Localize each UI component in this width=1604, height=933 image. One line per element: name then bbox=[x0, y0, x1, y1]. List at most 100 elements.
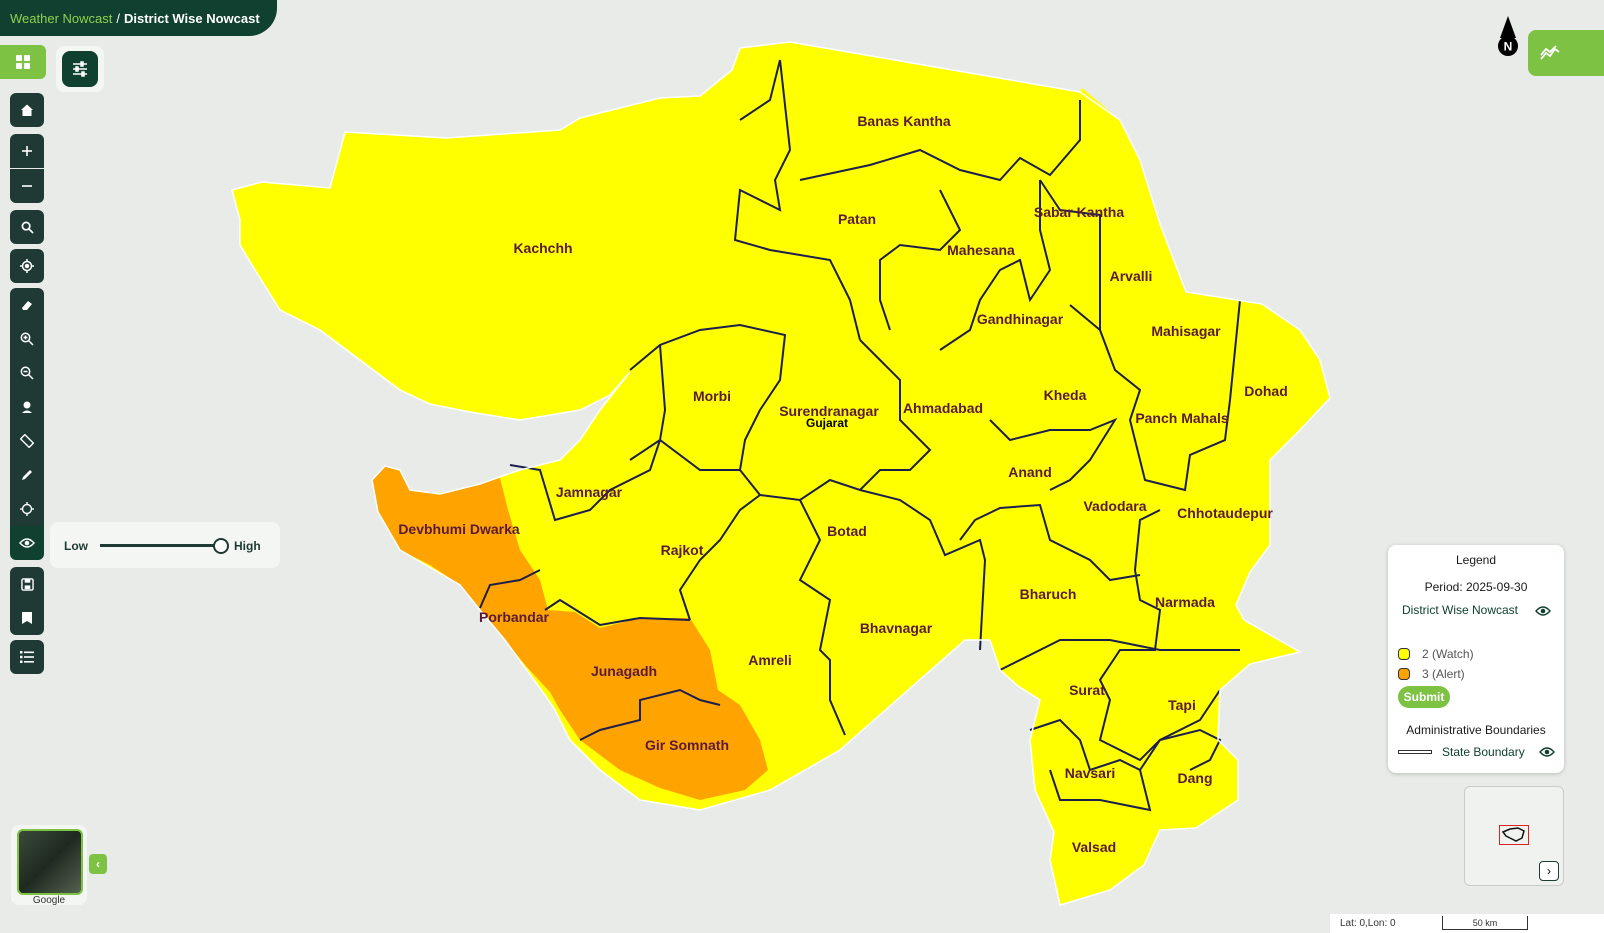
visibility-button[interactable] bbox=[10, 526, 44, 560]
legend-period: Period: 2025-09-30 bbox=[1424, 580, 1528, 594]
ruler-icon bbox=[20, 434, 34, 448]
overview-map[interactable]: › bbox=[1464, 786, 1564, 886]
basemap-switcher[interactable]: Google bbox=[11, 825, 87, 906]
eye-icon bbox=[19, 538, 35, 548]
scale-bar: 50 km bbox=[1442, 916, 1528, 930]
district-label-anand: Anand bbox=[1008, 464, 1052, 480]
district-label-dang: Dang bbox=[1178, 770, 1213, 786]
locate-icon bbox=[20, 259, 34, 273]
district-boundaries bbox=[479, 59, 1241, 812]
zoom-out-area-button[interactable] bbox=[10, 356, 44, 390]
plus-icon bbox=[22, 146, 32, 156]
submit-button[interactable]: Submit bbox=[1398, 686, 1450, 708]
district-label-valsad: Valsad bbox=[1072, 839, 1116, 855]
eraser-button[interactable] bbox=[10, 288, 44, 322]
breadcrumb-current: District Wise Nowcast bbox=[123, 10, 260, 26]
opacity-slider-track[interactable] bbox=[100, 544, 224, 547]
district-label-morbi: Morbi bbox=[693, 388, 731, 404]
district-label-dohad: Dohad bbox=[1244, 383, 1288, 399]
crosshair-button[interactable] bbox=[10, 492, 44, 526]
district-label-surendranagar: Surendranagar bbox=[779, 403, 879, 419]
district-label-mahisagar: Mahisagar bbox=[1151, 323, 1221, 339]
measure-button[interactable] bbox=[10, 424, 44, 458]
district-label-rajkot: Rajkot bbox=[661, 542, 704, 558]
zoom-in-button[interactable] bbox=[10, 134, 44, 168]
legend-title: Legend bbox=[1455, 553, 1497, 567]
bookmark-button[interactable] bbox=[10, 601, 44, 635]
district-labels: Kachchh Banas Kantha Patan Mahesana Sabar Ka… bbox=[398, 113, 1287, 855]
layer-visibility-icon[interactable] bbox=[1535, 605, 1551, 617]
sliders-icon bbox=[73, 61, 87, 77]
opacity-slider-handle[interactable] bbox=[213, 538, 229, 554]
locate-button[interactable] bbox=[10, 249, 44, 283]
legend-category-watch: 2 (Watch) bbox=[1422, 647, 1474, 661]
home-icon bbox=[21, 104, 33, 116]
district-label-gandhinagar: Gandhinagar bbox=[977, 311, 1064, 327]
boundary-visibility-icon[interactable] bbox=[1539, 746, 1555, 758]
state-outline bbox=[231, 41, 1331, 906]
overview-state-shape bbox=[1501, 827, 1525, 842]
filter-button[interactable] bbox=[62, 51, 98, 87]
district-label-bharuch: Bharuch bbox=[1020, 586, 1077, 602]
district-label-bhavnagar: Bhavnagar bbox=[860, 620, 933, 636]
crosshair-icon bbox=[20, 502, 34, 516]
district-label-gir-somnath: Gir Somnath bbox=[645, 737, 729, 753]
state-label: Gujarat bbox=[806, 416, 848, 430]
district-label-kheda: Kheda bbox=[1044, 387, 1087, 403]
district-label-panch-mahals: Panch Mahals bbox=[1135, 410, 1229, 426]
breadcrumb-parent-link[interactable]: Weather Nowcast bbox=[10, 10, 113, 26]
zoom-out-button[interactable] bbox=[10, 169, 44, 203]
district-label-chhotaudepur: Chhotaudepur bbox=[1177, 505, 1273, 521]
draw-icon bbox=[22, 470, 32, 480]
breadcrumb: Weather Nowcast / District Wise Nowcast bbox=[0, 0, 277, 36]
district-label-navsari: Navsari bbox=[1065, 765, 1116, 781]
admin-boundaries-title: Administrative Boundaries bbox=[1406, 723, 1546, 737]
breadcrumb-separator: / bbox=[116, 10, 120, 26]
chart-line-icon bbox=[1540, 45, 1560, 60]
search-button[interactable] bbox=[10, 210, 44, 244]
analytics-button[interactable] bbox=[1528, 30, 1604, 76]
district-label-sabar-kantha: Sabar Kantha bbox=[1034, 204, 1124, 220]
opacity-slider-panel: Low High bbox=[50, 522, 280, 568]
basemap-label: Google bbox=[32, 895, 66, 906]
district-label-tapi: Tapi bbox=[1168, 697, 1196, 713]
draw-button[interactable] bbox=[10, 458, 44, 492]
eraser-icon bbox=[22, 301, 32, 310]
district-label-amreli: Amreli bbox=[748, 652, 792, 668]
marker-icon bbox=[22, 401, 32, 413]
north-arrow: N bbox=[1494, 14, 1522, 58]
district-label-patan: Patan bbox=[838, 211, 876, 227]
legend-layer-name: District Wise Nowcast bbox=[1402, 603, 1519, 617]
minus-icon bbox=[22, 185, 32, 187]
coordinate-readout: Lat: 0,Lon: 0 bbox=[1340, 918, 1396, 929]
list-button[interactable] bbox=[10, 640, 44, 674]
district-label-vadodara: Vadodara bbox=[1083, 498, 1146, 514]
chevron-left-icon: ‹ bbox=[96, 857, 100, 871]
grid-icon bbox=[16, 55, 30, 69]
layers-toggle-button[interactable] bbox=[0, 45, 46, 79]
zoom-out-icon bbox=[20, 366, 34, 380]
collapse-button[interactable]: ‹ bbox=[89, 854, 107, 874]
marker-button[interactable] bbox=[10, 390, 44, 424]
legend-swatch-watch bbox=[1398, 648, 1410, 660]
legend-panel: Legend Period: 2025-09-30 District Wise … bbox=[1388, 545, 1564, 773]
search-icon bbox=[21, 221, 34, 234]
district-label-arvalli: Arvalli bbox=[1110, 268, 1153, 284]
zoom-in-icon bbox=[20, 332, 34, 346]
filter-panel bbox=[56, 46, 104, 92]
district-label-devbhumi-dwarka: Devbhumi Dwarka bbox=[398, 521, 520, 537]
district-label-junagadh: Junagadh bbox=[591, 663, 657, 679]
overview-toggle-button[interactable]: › bbox=[1539, 861, 1559, 881]
district-label-kachchh: Kachchh bbox=[513, 240, 572, 256]
zoom-in-area-button[interactable] bbox=[10, 322, 44, 356]
basemap-thumbnail[interactable] bbox=[17, 829, 83, 895]
save-button[interactable] bbox=[10, 567, 44, 601]
bookmark-icon bbox=[22, 612, 32, 624]
legend-category-alert: 3 (Alert) bbox=[1422, 667, 1465, 681]
alert-region bbox=[372, 466, 768, 800]
save-icon bbox=[20, 577, 34, 591]
home-button[interactable] bbox=[10, 93, 44, 127]
district-label-narmada: Narmada bbox=[1155, 594, 1215, 610]
district-label-mahesana: Mahesana bbox=[947, 242, 1015, 258]
